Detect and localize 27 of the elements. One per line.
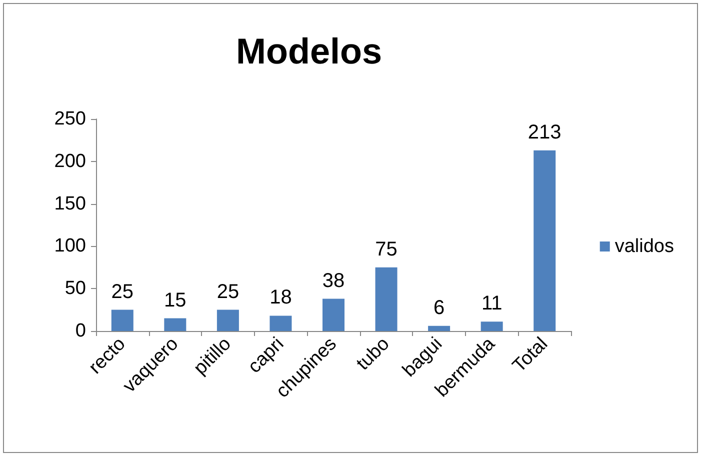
bar: [270, 316, 292, 331]
y-tick-label: 250: [54, 108, 86, 130]
data-label: 25: [216, 280, 240, 303]
data-label: 213: [528, 121, 562, 144]
data-label: 38: [322, 270, 345, 292]
bar: [111, 310, 134, 331]
data-label: 18: [270, 286, 292, 309]
x-tick-label: tubo: [352, 334, 394, 375]
bar: [322, 298, 344, 331]
bar: [480, 322, 503, 331]
y-tick-label: 200: [54, 150, 86, 172]
data-label: 15: [164, 289, 186, 312]
data-label: 11: [481, 292, 502, 315]
bar: [216, 310, 239, 331]
bar: [534, 150, 556, 331]
data-label: 6: [433, 296, 445, 319]
data-label: 75: [375, 238, 398, 260]
y-tick-label: 150: [54, 193, 86, 214]
y-tick-label: 50: [64, 278, 86, 300]
data-label: 25: [111, 280, 134, 303]
bar: [164, 318, 186, 331]
bar: [428, 326, 450, 331]
bar: [375, 267, 398, 331]
chart-title: Modelos: [236, 30, 382, 72]
y-tick-label: 0: [75, 320, 86, 342]
legend-label: validos: [614, 236, 674, 257]
y-tick-label: 100: [54, 236, 86, 257]
